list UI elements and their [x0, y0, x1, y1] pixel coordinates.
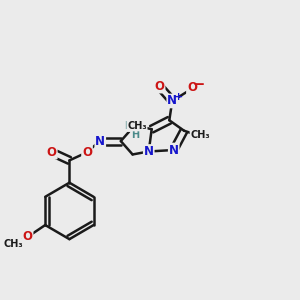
Text: N: N — [95, 135, 105, 148]
Text: O: O — [82, 146, 92, 159]
Text: O: O — [22, 230, 33, 243]
Text: O: O — [154, 80, 165, 93]
Text: N: N — [169, 143, 179, 157]
Text: NH: NH — [124, 121, 141, 131]
Text: CH₃: CH₃ — [127, 121, 147, 130]
Text: H: H — [131, 130, 139, 140]
Text: −: − — [192, 77, 204, 92]
Text: N: N — [144, 145, 154, 158]
Text: +: + — [174, 92, 183, 101]
Text: CH₃: CH₃ — [190, 130, 210, 140]
Text: O: O — [187, 81, 197, 94]
Text: N: N — [167, 94, 177, 107]
Text: O: O — [47, 146, 57, 159]
Text: CH₃: CH₃ — [3, 239, 23, 249]
